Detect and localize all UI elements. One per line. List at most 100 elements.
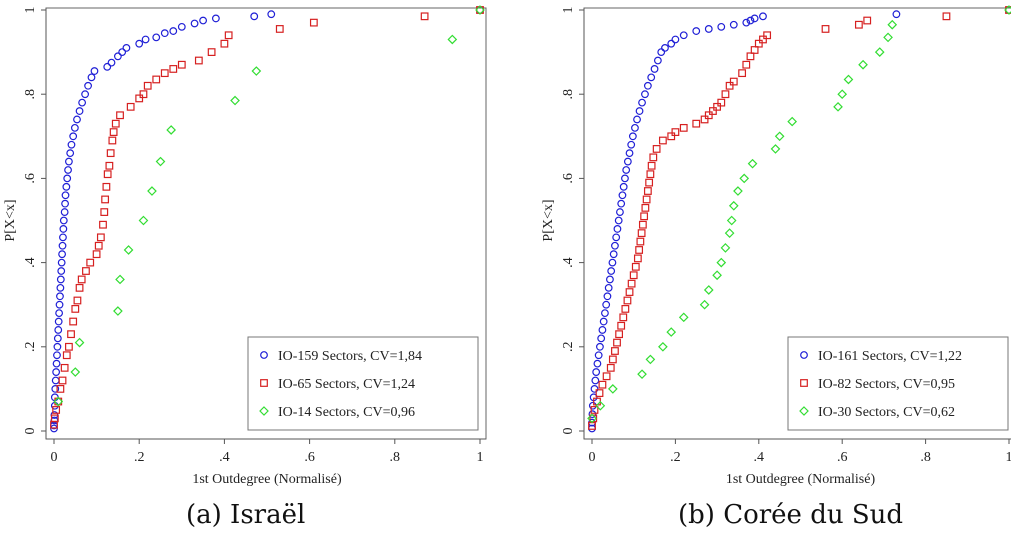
- data-point: [607, 267, 616, 275]
- data-point: [590, 385, 599, 393]
- data-point: [616, 208, 624, 216]
- x-tick-label: .4: [754, 450, 765, 465]
- data-point: [190, 19, 199, 28]
- legend-marker: [260, 351, 268, 359]
- data-point: [63, 174, 72, 183]
- data-point: [671, 128, 680, 136]
- data-point: [609, 250, 618, 259]
- data-point: [591, 376, 600, 385]
- x-axis-label: 1st Outdegree (Normalisé): [726, 472, 876, 487]
- data-point: [598, 326, 607, 334]
- data-point: [126, 102, 135, 111]
- data-point: [59, 216, 68, 225]
- data-point: [726, 215, 737, 226]
- data-point: [658, 136, 667, 145]
- data-point: [166, 125, 176, 135]
- data-point: [57, 267, 66, 275]
- data-point: [113, 306, 123, 316]
- data-point: [211, 14, 220, 23]
- data-point: [67, 140, 76, 149]
- data-point: [251, 66, 262, 76]
- x-tick-label: .2: [670, 450, 681, 465]
- data-point: [733, 186, 743, 196]
- data-point: [703, 285, 714, 295]
- data-point: [199, 16, 208, 25]
- data-point: [420, 12, 429, 21]
- data-point: [50, 414, 59, 423]
- data-point: [595, 400, 606, 411]
- data-point: [62, 351, 71, 360]
- data-point: [619, 182, 628, 191]
- data-point: [169, 27, 178, 35]
- data-point: [56, 292, 64, 301]
- data-point: [107, 58, 116, 67]
- data-point: [699, 299, 710, 310]
- data-point: [57, 258, 66, 267]
- data-point: [617, 199, 626, 208]
- data-point: [155, 156, 166, 167]
- y-tick-label: 0: [561, 428, 576, 435]
- caption-panel-a: (a) Israël: [186, 500, 306, 530]
- data-point: [692, 27, 701, 35]
- legend: IO-161 Sectors, CV=1,22 IO-82 Sectors, CV…: [787, 336, 1009, 431]
- data-point: [108, 136, 117, 145]
- y-tick-label: .8: [23, 89, 38, 100]
- data-point: [275, 25, 284, 33]
- data-point: [220, 39, 229, 48]
- data-point: [62, 182, 71, 191]
- data-point: [106, 149, 115, 158]
- data-point: [71, 305, 80, 313]
- data-point: [115, 274, 125, 285]
- data-point: [641, 90, 649, 99]
- data-point: [66, 149, 75, 158]
- data-point: [729, 20, 738, 29]
- data-point: [52, 368, 61, 376]
- legend-marker: [260, 379, 268, 387]
- data-point: [592, 368, 601, 376]
- data-point: [169, 65, 178, 73]
- series-circle: [588, 6, 1011, 433]
- data-point: [135, 39, 144, 48]
- data-point: [177, 22, 186, 31]
- legend-entry: IO-159 Sectors, CV=1,84: [278, 349, 422, 364]
- data-point: [602, 300, 611, 309]
- data-point: [606, 363, 615, 372]
- data-point: [713, 102, 722, 111]
- data-point: [160, 69, 169, 78]
- x-tick-label: 1: [1006, 450, 1011, 465]
- data-point: [96, 233, 105, 242]
- y-tick-label: .2: [23, 342, 38, 353]
- data-point: [637, 369, 647, 380]
- data-point: [116, 111, 124, 120]
- data-point: [746, 52, 755, 61]
- data-point: [78, 98, 87, 107]
- data-point: [619, 313, 628, 322]
- data-point: [652, 145, 661, 153]
- x-tick-label: 0: [51, 450, 58, 465]
- data-point: [633, 115, 641, 124]
- data-point: [87, 73, 96, 82]
- data-point: [647, 161, 656, 170]
- data-point: [51, 385, 60, 393]
- y-tick-label: .6: [561, 173, 576, 184]
- data-point: [942, 12, 951, 21]
- data-point: [105, 161, 114, 170]
- y-tick-label: .8: [561, 89, 576, 100]
- data-point: [593, 359, 602, 368]
- data-point: [100, 208, 109, 216]
- data-point: [647, 73, 656, 82]
- series-diamond: [587, 5, 1011, 424]
- data-point: [759, 35, 767, 44]
- data-point: [602, 372, 611, 381]
- data-point: [638, 98, 646, 107]
- legend-marker: [799, 406, 809, 416]
- data-point: [613, 338, 621, 347]
- data-point: [843, 74, 854, 85]
- legend-box: [787, 336, 1009, 431]
- data-point: [646, 170, 655, 179]
- data-point: [123, 245, 134, 255]
- x-tick-label: .6: [837, 450, 848, 465]
- data-point: [667, 132, 676, 141]
- data-point: [623, 157, 632, 166]
- data-point: [725, 81, 734, 90]
